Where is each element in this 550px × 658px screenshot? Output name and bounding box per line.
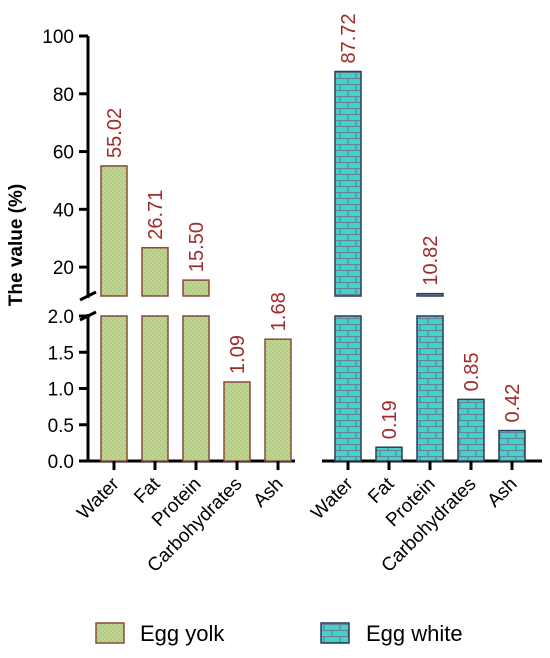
bar-egg-yolk-ash	[264, 338, 292, 462]
bar-egg-white-water-upper	[334, 70, 362, 297]
data-label-egg-white-water: 87.72	[338, 13, 360, 63]
data-label-egg-yolk-ash: 1.68	[268, 292, 290, 331]
axis-break-mark-upper	[79, 290, 97, 302]
legend-swatch-egg-yolk	[95, 622, 125, 644]
y-tick-label: 20	[53, 258, 74, 279]
data-label-egg-white-fat: 0.19	[379, 400, 401, 439]
y-tick-label: 80	[53, 85, 74, 106]
data-label-egg-white-protein: 10.82	[420, 236, 442, 286]
x-tick-label-egg-white-ash: Ash	[484, 474, 522, 512]
x-tick-label-egg-yolk-water: Water	[73, 473, 124, 524]
legend: Egg yolk Egg white	[95, 621, 463, 646]
bar-egg-white-fat	[375, 446, 403, 462]
y-tick-label: 60	[53, 143, 74, 164]
bar-egg-yolk-carbohydrates	[223, 381, 251, 462]
data-label-egg-yolk-carbohydrates: 1.09	[227, 335, 249, 374]
y-tick-label: 2.0	[48, 307, 74, 328]
bar-egg-yolk-fat-lower	[141, 315, 169, 462]
bar-egg-yolk-protein-lower	[182, 315, 210, 462]
data-label-egg-white-ash: 0.42	[502, 384, 524, 423]
data-label-egg-white-carbohydrates: 0.85	[461, 352, 483, 391]
y-tick-label: 1.0	[48, 380, 74, 401]
y-tick-label: 1.5	[48, 343, 74, 364]
x-tick-label-egg-white-fat: Fat	[364, 473, 399, 508]
bar-egg-yolk-fat-upper	[141, 246, 169, 297]
data-label-egg-yolk-fat: 26.71	[145, 190, 167, 240]
y-tick-label: 0.5	[48, 416, 74, 437]
bar-egg-white-water-lower	[334, 315, 362, 462]
bar-egg-white-protein-lower	[416, 315, 444, 462]
bar-egg-white-ash	[498, 429, 526, 462]
bar-egg-yolk-water-upper	[100, 165, 128, 297]
legend-label-egg-white: Egg white	[366, 621, 463, 646]
y-axis-title: The value (%)	[6, 184, 27, 306]
legend-label-egg-yolk: Egg yolk	[140, 621, 225, 646]
x-tick-label-egg-white-water: Water	[307, 473, 358, 524]
x-tick-label-egg-yolk-fat: Fat	[130, 473, 165, 508]
bar-egg-white-protein-upper	[416, 292, 444, 297]
bar-egg-white-carbohydrates	[457, 398, 485, 462]
data-label-egg-yolk-water: 55.02	[104, 108, 126, 158]
x-tick-label-egg-yolk-ash: Ash	[250, 474, 288, 512]
y-tick-label: 0.0	[48, 452, 74, 473]
bar-egg-yolk-water-lower	[100, 315, 128, 462]
y-tick-label: 40	[53, 200, 74, 221]
legend-swatch-egg-white	[320, 622, 350, 644]
y-tick-label: 100	[42, 27, 74, 48]
data-label-egg-yolk-protein: 15.50	[186, 222, 208, 272]
bar-egg-yolk-protein-upper	[182, 279, 210, 297]
